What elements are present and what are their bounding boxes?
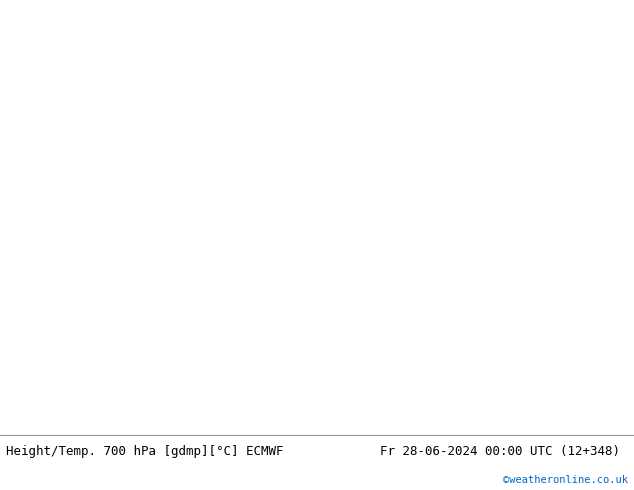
Text: ©weatheronline.co.uk: ©weatheronline.co.uk bbox=[503, 475, 628, 485]
Text: Fr 28-06-2024 00:00 UTC (12+348): Fr 28-06-2024 00:00 UTC (12+348) bbox=[380, 445, 621, 458]
Text: Height/Temp. 700 hPa [gdmp][°C] ECMWF: Height/Temp. 700 hPa [gdmp][°C] ECMWF bbox=[6, 445, 284, 458]
